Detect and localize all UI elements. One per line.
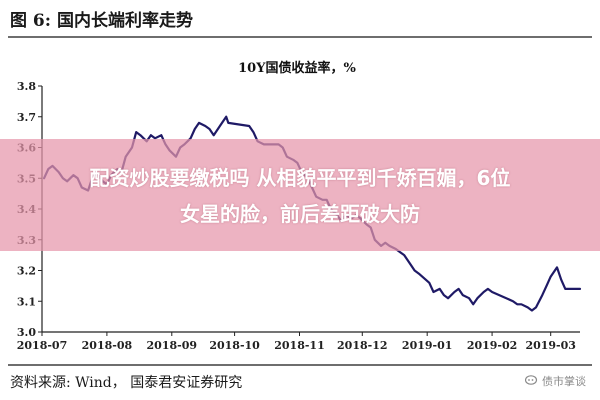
top-rule bbox=[8, 36, 592, 38]
x-tick-label: 2019-01 bbox=[402, 339, 453, 352]
x-tick-label: 2018-09 bbox=[147, 339, 198, 352]
x-tick-label: 2018-12 bbox=[337, 339, 388, 352]
bottom-rule bbox=[8, 364, 592, 366]
banner-line-1: 配资炒股要缴税吗 从相貌平平到千娇百媚，6位 bbox=[89, 166, 511, 190]
watermark-text: 债市掌谈 bbox=[542, 375, 586, 388]
y-tick-label: 3.1 bbox=[17, 295, 36, 308]
watermark: 债市掌谈 bbox=[525, 373, 586, 389]
chart-title: 10Y国债收益率，% bbox=[238, 60, 356, 76]
x-tick-label: 2018-10 bbox=[209, 339, 260, 352]
y-tick-label: 3.2 bbox=[17, 265, 36, 278]
x-tick-label: 2018-08 bbox=[82, 339, 133, 352]
x-axis-ticks: 2018-07 2018-08 2018-09 2018-10 2018-11 2018-… bbox=[17, 332, 576, 352]
figure-header: 图 6: 国内长端利率走势 bbox=[0, 0, 600, 36]
banner-line-2: 女星的脸，前后差距破大防 bbox=[180, 202, 420, 226]
data-source: 资料来源: Wind， 国泰君安证券研究 bbox=[10, 375, 243, 391]
chat-bubble-icon bbox=[525, 375, 538, 385]
overlay-banner bbox=[0, 139, 600, 251]
overlay-banner-text: 配资炒股要缴税吗 从相貌平平到千娇百媚，6位 女星的脸，前后差距破大防 bbox=[0, 160, 600, 232]
figure-caption: 图 6: 国内长端利率走势 bbox=[10, 11, 193, 31]
x-tick-label: 2018-11 bbox=[274, 339, 325, 352]
x-tick-label: 2019-02 bbox=[467, 339, 518, 352]
x-tick-label: 2019-03 bbox=[525, 339, 576, 352]
y-tick-label: 3.8 bbox=[17, 80, 36, 93]
y-tick-label: 3.7 bbox=[17, 111, 36, 124]
x-tick-label: 2018-07 bbox=[17, 339, 68, 352]
y-tick-label: 3.0 bbox=[17, 326, 36, 339]
